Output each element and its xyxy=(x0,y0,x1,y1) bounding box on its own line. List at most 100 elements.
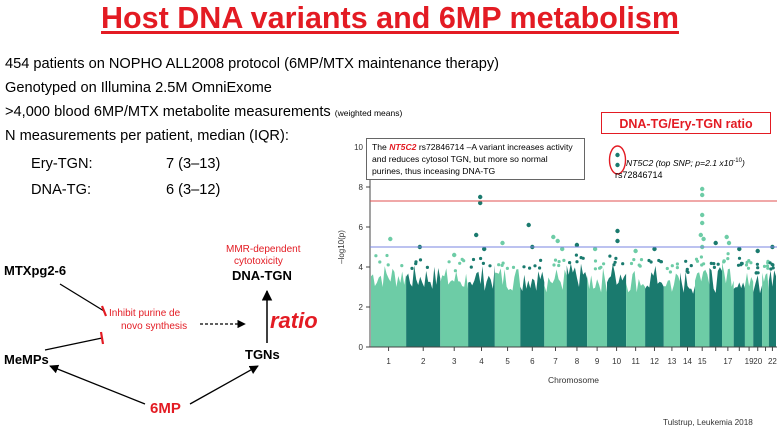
ratio-label-big: ratio xyxy=(270,308,318,333)
chromosome-7-point xyxy=(553,258,558,262)
chromosome-18-point xyxy=(739,261,744,265)
chromosome-10-point xyxy=(621,262,625,266)
chromosome-1-point xyxy=(386,263,390,267)
y-tick-label: 4 xyxy=(359,263,364,272)
chromosome-10-point xyxy=(608,254,612,258)
chromosome-3-point xyxy=(453,269,457,273)
x-tick-label: 10 xyxy=(612,357,621,366)
chromosome-7-point xyxy=(562,258,566,262)
dna-tg-label: DNA-TG: xyxy=(31,182,91,198)
chromosome-5-point xyxy=(511,265,516,269)
x-tick-label: 14 xyxy=(683,357,692,366)
inhibit-label-line1: Inhibit purine de xyxy=(109,308,181,319)
chromosome-14-band xyxy=(679,271,696,347)
x-tick-label: 17 xyxy=(723,357,732,366)
chromosome-20-point xyxy=(755,262,759,266)
x-tick-label: 1 xyxy=(386,357,391,366)
chromosome-16-point xyxy=(712,262,716,266)
highlight-point-chr15 xyxy=(698,232,703,238)
chromosome-3-point xyxy=(462,259,466,263)
chromosome-11-point xyxy=(629,261,634,266)
chromosome-21-point xyxy=(765,264,770,268)
chromosome-4-band xyxy=(468,265,495,347)
chromosome-1-point xyxy=(374,254,378,258)
highlight-point-chr20 xyxy=(755,248,760,254)
x-tick-label: 11 xyxy=(631,357,640,366)
highlight-point-chr17 xyxy=(724,234,729,240)
sixmp-to-memps-arrow xyxy=(49,364,146,405)
chromosome-5-point xyxy=(500,263,504,267)
chromosome-5-point xyxy=(497,263,501,267)
snp-detail: (top SNP; p=2.1 x10 xyxy=(655,158,734,168)
chromosome-21-band xyxy=(762,272,769,347)
highlight-point-chr7 xyxy=(555,238,560,244)
highlight-point-chr4 xyxy=(482,246,487,252)
tgns-node: TGNs xyxy=(245,347,280,362)
sixmp-node: 6MP xyxy=(150,400,181,417)
chromosome-22-band xyxy=(768,270,776,347)
bullet-measurements-main: >4,000 blood 6MP/MTX metabolite measurem… xyxy=(5,104,331,120)
y-tick-label: 2 xyxy=(359,303,364,312)
chromosome-17-point xyxy=(722,259,726,263)
highlight-point-chr5 xyxy=(500,240,505,246)
chromosome-9-point xyxy=(593,259,598,263)
highlight-point-chr8 xyxy=(574,242,580,248)
highlight-point-chr9 xyxy=(592,246,598,252)
x-tick-label: 12 xyxy=(650,357,659,366)
x-tick-label: 22 xyxy=(768,357,777,366)
chromosome-11-point xyxy=(638,264,642,268)
chromosome-5-point xyxy=(505,266,509,270)
citation: Tulstrup, Leukemia 2018 xyxy=(663,418,753,427)
slide-title: Host DNA variants and 6MP metabolism xyxy=(101,1,679,35)
mtx-inhibit-bar xyxy=(100,305,108,317)
highlight-point-chr10 xyxy=(615,152,620,158)
memps-inhibit-bar xyxy=(99,331,105,345)
chromosome-2-point xyxy=(425,265,429,269)
chromosome-14-point xyxy=(689,264,693,268)
bullet-measurements-note: (weighted means) xyxy=(334,108,403,118)
chromosome-8-point xyxy=(568,261,572,265)
y-tick-label: 8 xyxy=(359,183,364,192)
chromosome-19-band xyxy=(744,272,754,347)
nt5c2-note: The NT5C2 rs72846714 –A variant increase… xyxy=(366,138,585,180)
chromosome-11-band xyxy=(626,270,646,347)
chromosome-13-point xyxy=(675,262,679,266)
chromosome-8-point xyxy=(575,260,579,264)
y-tick-label: 10 xyxy=(354,143,363,152)
highlight-point-chr15 xyxy=(700,192,705,198)
highlight-point-chr15 xyxy=(700,220,705,226)
highlight-point-chr4 xyxy=(478,200,483,206)
ery-tgn-value: 7 (3–13) xyxy=(166,156,221,172)
chromosome-9-point xyxy=(602,262,606,266)
chromosome-10-band xyxy=(607,263,627,347)
chromosome-1-band xyxy=(371,266,407,347)
chromosome-10-point xyxy=(612,263,616,267)
chromosome-12-point xyxy=(659,260,663,264)
x-tick-label: 5 xyxy=(505,357,510,366)
pathway-diagram: MTXpg2-6 MeMPs Inhibit purine de novo sy… xyxy=(4,244,318,417)
chromosome-21-point xyxy=(766,261,770,265)
y-tick-label: 0 xyxy=(359,343,364,352)
chromosome-22-point xyxy=(768,261,772,265)
y-axis-label: –log10(p) xyxy=(337,230,346,264)
chromosome-9-band xyxy=(587,268,608,347)
mmr-label-line2: cytotoxicity xyxy=(234,256,283,267)
mtx-inhibit-line xyxy=(59,283,105,312)
chromosome-17-point xyxy=(726,257,730,261)
snp-id-label: rs72846714 xyxy=(615,170,663,180)
highlight-point-chr18 xyxy=(737,246,742,252)
chromosome-19-point xyxy=(745,260,749,264)
chromosome-6-point xyxy=(539,258,543,262)
chromosome-5-band xyxy=(494,268,521,347)
memps-node: MeMPs xyxy=(4,352,49,367)
chromosome-3-point xyxy=(447,260,451,264)
chromosome-1-point xyxy=(385,253,389,258)
highlight-point-chr10 xyxy=(615,228,620,234)
chromosome-4-point xyxy=(481,261,485,265)
chromosome-1-point xyxy=(378,260,382,264)
mmr-label-line1: MMR-dependent xyxy=(226,244,301,255)
chromosome-7-point xyxy=(552,263,556,267)
highlight-point-chr10 xyxy=(615,238,620,244)
note-gene: NT5C2 xyxy=(389,142,417,152)
